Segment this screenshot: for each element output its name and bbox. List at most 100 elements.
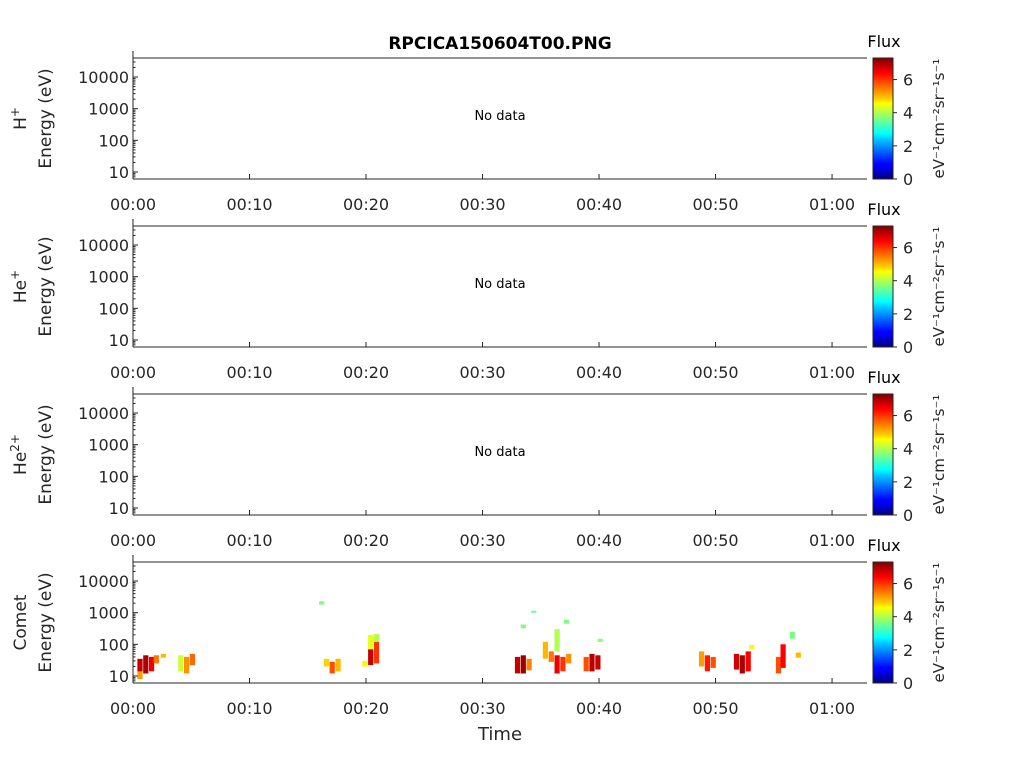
heatmap-cell <box>137 671 143 680</box>
heatmap-cell <box>789 631 795 639</box>
heatmap-cell <box>526 658 532 671</box>
heatmap-cell <box>560 656 566 672</box>
x-tick-label: 00:50 <box>692 363 738 382</box>
colorbar-tick-label: 0 <box>903 338 913 357</box>
heatmap-cell <box>368 649 374 666</box>
heatmap-cell <box>595 655 601 670</box>
heatmap-cell <box>137 658 143 672</box>
colorbar-title: Flux <box>867 368 900 387</box>
x-tick-label: 01:00 <box>809 531 855 550</box>
colorbar-label: eV⁻¹cm⁻²sr⁻¹s⁻¹ <box>930 395 948 515</box>
colorbar-tick-label: 2 <box>903 641 913 660</box>
panel-comet: 10 100 1000 10000 00:00 00:10 00:20 00:30 00:40 0… <box>11 536 948 718</box>
heatmap-cell <box>745 651 751 672</box>
x-tick-label: 00:50 <box>692 531 738 550</box>
heatmap-cell <box>335 658 341 672</box>
heatmap-cell <box>710 656 716 668</box>
x-tick-label: 01:00 <box>809 699 855 718</box>
colorbar-tick-label: 6 <box>903 407 913 426</box>
colorbar <box>872 393 894 516</box>
colorbar-title: Flux <box>867 32 900 51</box>
colorbar <box>872 57 894 180</box>
x-tick-label: 01:00 <box>809 363 855 382</box>
species-label: He+ <box>8 270 31 303</box>
x-tick-label: 00:20 <box>343 363 389 382</box>
heatmap-cell <box>795 652 801 658</box>
colorbar <box>872 225 894 348</box>
heatmap-cell <box>548 651 554 662</box>
species-label: Comet <box>11 594 31 650</box>
heatmap-cell <box>323 658 329 667</box>
y-tick-label: 1000 <box>88 268 129 287</box>
x-tick-label: 00:00 <box>110 195 156 214</box>
heatmap-cell <box>178 655 184 672</box>
colorbar-title: Flux <box>867 536 900 555</box>
y-tick-label: 10000 <box>78 572 129 591</box>
heatmap-cell <box>739 655 745 674</box>
heatmap-cell <box>563 619 569 624</box>
heatmap-cell <box>368 634 374 650</box>
y-tick-label: 100 <box>98 131 129 150</box>
y-tick-label: 10 <box>109 499 129 518</box>
heatmap-cell <box>566 653 572 664</box>
colorbar-tick-label: 0 <box>903 170 913 189</box>
colorbar-label: eV⁻¹cm⁻²sr⁻¹s⁻¹ <box>930 563 948 683</box>
panel-heplus: 10 100 1000 10000 00:00 00:10 00:20 00:30 00:40 0… <box>8 200 948 382</box>
x-tick-label: 00:20 <box>343 699 389 718</box>
colorbar-tick-label: 2 <box>903 473 913 492</box>
colorbar <box>872 561 894 684</box>
y-tick-label: 10000 <box>78 68 129 87</box>
heatmap-cell <box>597 638 603 642</box>
x-tick-label: 00:30 <box>459 195 505 214</box>
colorbar-tick-label: 4 <box>903 272 913 291</box>
y-tick-label: 1000 <box>88 604 129 623</box>
heatmap-cell <box>514 656 521 674</box>
y-tick-label: 10 <box>109 331 129 350</box>
panel-he2plus: 10 100 1000 10000 00:00 00:10 00:20 00:30 00:40 0… <box>8 368 948 550</box>
x-tick-label: 00:10 <box>226 363 272 382</box>
heatmap-cell <box>329 661 335 674</box>
heatmap-cell <box>319 601 325 605</box>
x-tick-label: 00:30 <box>459 699 505 718</box>
x-tick-label: 00:20 <box>343 531 389 550</box>
heatmap-cell <box>362 660 368 667</box>
colorbar-tick-label: 6 <box>903 575 913 594</box>
heatmap-cell <box>554 629 560 652</box>
species-label: H+ <box>8 107 31 130</box>
heatmap-cell <box>780 644 786 668</box>
y-tick-label: 1000 <box>88 436 129 455</box>
heatmap-cell <box>149 656 155 672</box>
colorbar-tick-label: 0 <box>903 506 913 525</box>
x-tick-label: 00:40 <box>576 531 622 550</box>
heatmap-cell <box>699 651 705 667</box>
y-tick-label: 10000 <box>78 404 129 423</box>
species-label: He2+ <box>8 434 31 475</box>
species-superscript: + <box>8 270 22 280</box>
heatmap-cell <box>373 634 380 642</box>
no-data-annotation: No data <box>474 109 525 124</box>
species-superscript: 2+ <box>8 434 22 452</box>
x-tick-label: 00:30 <box>459 531 505 550</box>
colorbar-label: eV⁻¹cm⁻²sr⁻¹s⁻¹ <box>930 227 948 347</box>
heatmap-cell <box>531 610 537 613</box>
colorbar-tick-label: 2 <box>903 137 913 156</box>
colorbar-label: eV⁻¹cm⁻²sr⁻¹s⁻¹ <box>930 59 948 179</box>
heatmap-cell <box>520 624 526 629</box>
y-tick-label: 10 <box>109 667 129 686</box>
x-tick-label: 00:20 <box>343 195 389 214</box>
y-tick-label: 10 <box>109 163 129 182</box>
colorbar-tick-label: 6 <box>903 239 913 258</box>
species-superscript: + <box>8 107 22 117</box>
x-axis-label: Time <box>477 724 522 745</box>
colorbar-tick-label: 6 <box>903 71 913 90</box>
y-tick-label: 10000 <box>78 236 129 255</box>
heatmap-cell <box>749 645 755 650</box>
x-tick-label: 00:10 <box>226 195 272 214</box>
heatmap-cell <box>554 655 560 674</box>
heatmap-cell <box>583 656 589 672</box>
x-tick-label: 00:00 <box>110 699 156 718</box>
y-axis-label: Energy (eV) <box>36 68 56 168</box>
x-tick-label: 00:40 <box>576 699 622 718</box>
heatmap-cell <box>775 656 782 674</box>
